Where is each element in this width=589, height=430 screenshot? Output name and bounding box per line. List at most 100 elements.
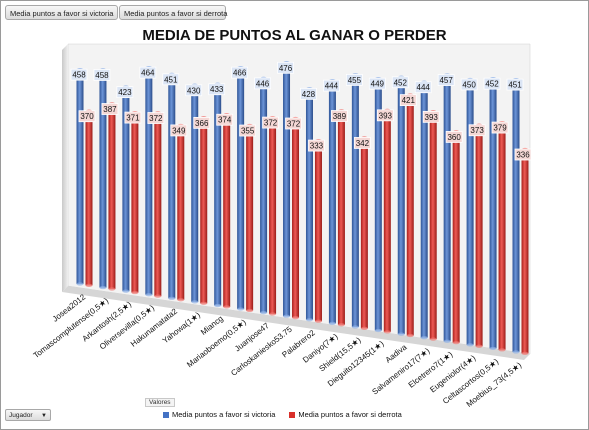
bar-derrota-0 [85, 109, 93, 288]
data-label-victoria-10: 428 [300, 87, 317, 100]
data-label-victoria-4: 451 [162, 73, 180, 86]
svg-text:446: 446 [256, 79, 270, 88]
bar-derrota-17 [475, 123, 483, 348]
data-label-derrota-15: 393 [422, 110, 440, 123]
svg-text:333: 333 [310, 142, 324, 151]
svg-text:452: 452 [485, 80, 499, 89]
svg-text:450: 450 [462, 80, 476, 89]
data-label-derrota-5: 366 [193, 116, 211, 129]
bar-derrota-3 [154, 111, 162, 298]
svg-text:458: 458 [72, 71, 86, 80]
svg-text:355: 355 [241, 127, 255, 136]
bar-victoria-18 [489, 77, 497, 351]
data-label-derrota-12: 342 [353, 137, 371, 149]
svg-text:451: 451 [164, 75, 178, 84]
bar-victoria-7 [237, 66, 245, 311]
bar-victoria-19 [512, 77, 520, 354]
data-label-victoria-9: 476 [277, 61, 294, 74]
bar-victoria-3 [145, 66, 153, 297]
legend-swatch-derrota [289, 411, 296, 418]
bar-victoria-17 [466, 77, 474, 347]
svg-text:372: 372 [149, 114, 163, 123]
bar-derrota-9 [292, 116, 300, 320]
bar-derrota-4 [177, 123, 185, 302]
field-button-victoria[interactable]: Media puntos a favor si victoria [5, 5, 118, 20]
jugador-dropdown[interactable]: Jugador ▼ [5, 409, 51, 421]
data-label-derrota-16: 360 [445, 131, 463, 143]
svg-text:457: 457 [439, 76, 453, 85]
data-label-victoria-7: 466 [231, 66, 249, 79]
svg-text:360: 360 [447, 133, 461, 142]
data-label-derrota-10: 333 [308, 139, 325, 152]
data-label-derrota-2: 371 [124, 111, 142, 124]
data-label-derrota-13: 393 [376, 109, 394, 122]
data-label-victoria-17: 450 [460, 78, 478, 91]
bar-derrota-5 [200, 116, 208, 305]
bar-victoria-12 [351, 73, 359, 329]
data-label-derrota-18: 379 [491, 121, 509, 134]
data-label-derrota-4: 349 [170, 124, 188, 137]
data-label-victoria-15: 444 [414, 81, 432, 94]
legend-entry-derrota: Media puntos a favor si derrota [289, 410, 402, 419]
svg-text:466: 466 [233, 69, 247, 78]
bar-derrota-1 [108, 102, 116, 291]
chart-title: MEDIA DE PUNTOS AL GANAR O PERDER [142, 27, 447, 44]
data-label-victoria-19: 451 [506, 78, 524, 91]
svg-text:444: 444 [325, 82, 339, 91]
bar-derrota-8 [269, 115, 277, 316]
bar-derrota-7 [246, 123, 254, 313]
data-label-derrota-3: 372 [147, 112, 165, 124]
bar-victoria-4 [168, 72, 176, 300]
svg-text:428: 428 [302, 90, 316, 99]
field-button-derrota[interactable]: Media puntos a favor si derrota [119, 5, 227, 20]
bar-derrota-2 [131, 110, 139, 295]
data-label-victoria-3: 464 [139, 66, 157, 79]
data-label-victoria-13: 449 [368, 77, 386, 90]
bar-derrota-16 [452, 130, 460, 345]
data-label-derrota-8: 372 [262, 116, 279, 129]
data-label-derrota-14: 421 [399, 94, 417, 107]
svg-text:433: 433 [210, 85, 224, 94]
svg-text:336: 336 [516, 151, 530, 160]
svg-text:458: 458 [95, 71, 109, 80]
svg-text:455: 455 [348, 76, 362, 85]
bar-victoria-1 [99, 68, 107, 290]
data-label-derrota-1: 387 [101, 103, 119, 115]
svg-text:342: 342 [356, 139, 370, 148]
chart-side-wall [62, 44, 68, 292]
svg-text:444: 444 [417, 83, 431, 92]
svg-text:372: 372 [264, 119, 278, 128]
svg-text:387: 387 [103, 105, 117, 114]
bar-derrota-6 [223, 113, 231, 309]
bar-derrota-10 [314, 138, 322, 323]
data-label-victoria-2: 423 [116, 86, 134, 99]
svg-text:452: 452 [394, 78, 408, 87]
data-label-derrota-7: 355 [239, 124, 257, 137]
jugador-label: Jugador [9, 412, 33, 419]
bar-victoria-10 [305, 87, 313, 322]
category-label-4: Hakunamatata2 [129, 306, 179, 348]
chart-legend: Media puntos a favor si victoria Media p… [163, 410, 402, 419]
bar-derrota-18 [498, 120, 506, 352]
data-label-victoria-11: 444 [323, 79, 340, 92]
bar-derrota-19 [521, 147, 529, 356]
bar-victoria-5 [191, 83, 199, 304]
svg-text:374: 374 [218, 116, 232, 125]
bar-victoria-8 [260, 76, 268, 315]
bar-victoria-9 [283, 61, 291, 318]
legend-swatch-victoria [163, 411, 169, 418]
svg-text:393: 393 [425, 113, 439, 122]
data-label-victoria-18: 452 [483, 77, 501, 90]
svg-text:451: 451 [508, 81, 522, 90]
svg-text:373: 373 [470, 126, 484, 135]
svg-text:389: 389 [333, 112, 347, 121]
bar-derrota-14 [406, 93, 414, 338]
legend-label-victoria: Media puntos a favor si victoria [172, 410, 276, 419]
data-label-victoria-5: 430 [185, 84, 203, 97]
svg-text:449: 449 [371, 80, 385, 89]
svg-text:430: 430 [187, 86, 201, 95]
svg-text:464: 464 [141, 69, 155, 78]
data-label-victoria-16: 457 [437, 74, 455, 86]
svg-text:423: 423 [118, 88, 132, 97]
